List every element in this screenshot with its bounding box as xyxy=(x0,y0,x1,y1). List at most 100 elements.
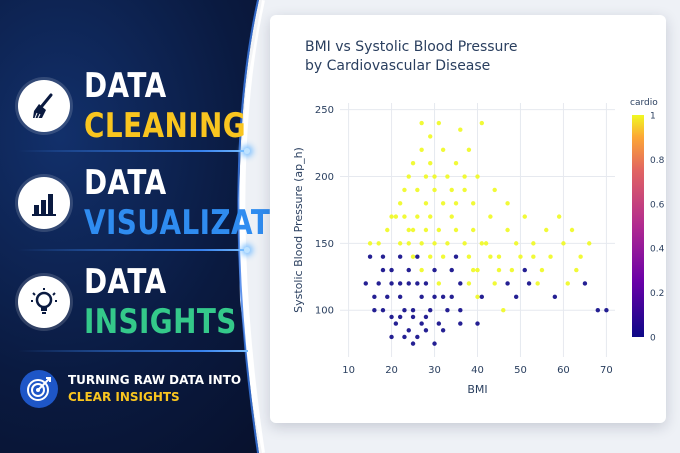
scatter-point xyxy=(380,254,386,259)
scatter-point xyxy=(483,241,489,246)
scatter-point xyxy=(363,281,368,286)
scatter-point xyxy=(428,214,433,219)
x-tick-label: 70 xyxy=(600,365,613,376)
scatter-point xyxy=(501,308,506,313)
scatter-point xyxy=(466,147,472,152)
target-icon xyxy=(20,370,58,408)
promo-item-line1: DATA xyxy=(84,66,167,106)
scatter-point xyxy=(518,254,523,259)
scatter-point xyxy=(539,267,545,273)
x-tick-label: 10 xyxy=(342,365,355,376)
scatter-point xyxy=(432,341,437,346)
scatter-point xyxy=(458,281,463,286)
promo-item-cleaning: DATA CLEANING xyxy=(18,66,282,146)
scatter-point xyxy=(505,227,510,233)
scatter-point xyxy=(397,294,403,300)
scatter-point xyxy=(436,281,442,286)
scatter-point xyxy=(397,254,403,259)
scatter-point xyxy=(393,321,399,326)
scatter-point xyxy=(419,294,424,300)
scatter-point xyxy=(548,254,553,259)
scatter-point xyxy=(367,254,373,259)
colorbar-title: cardio xyxy=(630,98,658,108)
chart-title-line1: BMI vs Systolic Blood Pressure xyxy=(305,39,518,55)
scatter-point xyxy=(479,294,484,300)
scatter-point xyxy=(535,281,540,286)
scatter-point xyxy=(428,160,433,166)
x-axis-label: BMI xyxy=(467,383,487,396)
colorbar-tick-label: 0.8 xyxy=(650,156,665,166)
scatter-point xyxy=(496,267,502,273)
scatter-point xyxy=(552,294,558,300)
scatter-point xyxy=(462,187,467,193)
y-tick-label: 100 xyxy=(315,306,334,317)
x-tick-label: 20 xyxy=(385,365,398,376)
scatter-point xyxy=(453,160,459,166)
scatter-point xyxy=(419,241,424,246)
scatter-point xyxy=(419,147,424,152)
scatter-point xyxy=(410,254,416,259)
scatter-point xyxy=(449,187,454,193)
scatter-point xyxy=(402,187,407,193)
scatter-point xyxy=(449,267,454,273)
colorbar-tick-label: 0.4 xyxy=(650,245,665,255)
scatter-point xyxy=(582,281,588,286)
scatter-point xyxy=(436,227,442,233)
scatter-point xyxy=(397,281,403,286)
scatter-point xyxy=(415,254,420,259)
tagline-line1: TURNING RAW DATA INTO xyxy=(68,373,242,387)
x-tick-label: 60 xyxy=(557,365,570,376)
colorbar-tick-label: 0 xyxy=(650,334,656,344)
scatter-point xyxy=(406,328,411,333)
x-tick-label: 40 xyxy=(471,365,484,376)
x-tick-label: 50 xyxy=(514,365,527,376)
scatter-point xyxy=(556,214,562,219)
promo-item-line2: CLEANING xyxy=(84,106,247,146)
scatter-point xyxy=(389,214,394,219)
scatter-point xyxy=(397,201,403,206)
scatter-point xyxy=(449,294,454,300)
promo-item-insights: DATA INSIGHTS xyxy=(18,262,270,342)
scatter-point xyxy=(488,214,493,219)
scatter-point xyxy=(385,227,390,233)
scatter-point xyxy=(458,321,463,326)
scatter-point xyxy=(445,308,450,313)
scatter-point xyxy=(397,314,403,320)
scatter-point xyxy=(423,227,429,233)
scatter-point xyxy=(428,134,433,139)
scatter-point xyxy=(475,321,480,326)
promo-item-line1: DATA xyxy=(84,163,167,203)
scatter-point xyxy=(432,241,437,246)
scatter-point xyxy=(415,281,420,286)
scatter-point xyxy=(569,227,575,233)
divider-glow xyxy=(244,247,250,253)
scatter-point xyxy=(440,294,446,300)
scatter-point xyxy=(440,254,446,259)
scatter-point xyxy=(428,308,433,313)
scatter-point xyxy=(389,314,394,320)
promo-item-line1: DATA xyxy=(84,262,167,302)
scatter-point xyxy=(531,254,536,259)
scatter-point xyxy=(466,254,472,259)
scatter-point xyxy=(561,241,566,246)
chart-card xyxy=(270,15,666,423)
colorbar-tick-label: 0.6 xyxy=(650,200,665,210)
scatter-point xyxy=(432,267,437,273)
scatter-point xyxy=(415,187,420,193)
scatter-point xyxy=(415,334,420,340)
scatter-point xyxy=(419,267,424,273)
colorbar-tick-label: 0.2 xyxy=(650,289,664,299)
scatter-point xyxy=(522,214,527,219)
scatter-point xyxy=(397,241,403,246)
scatter-point xyxy=(531,241,536,246)
scatter-point xyxy=(475,294,480,300)
scatter-point xyxy=(410,314,416,320)
scatter-point xyxy=(410,341,416,346)
scatter-point xyxy=(471,201,476,206)
scatter-point xyxy=(389,334,394,340)
scatter-point xyxy=(505,281,510,286)
promo-item-line2: INSIGHTS xyxy=(84,302,237,342)
scatter-point xyxy=(419,321,424,326)
scatter-point xyxy=(445,174,450,179)
